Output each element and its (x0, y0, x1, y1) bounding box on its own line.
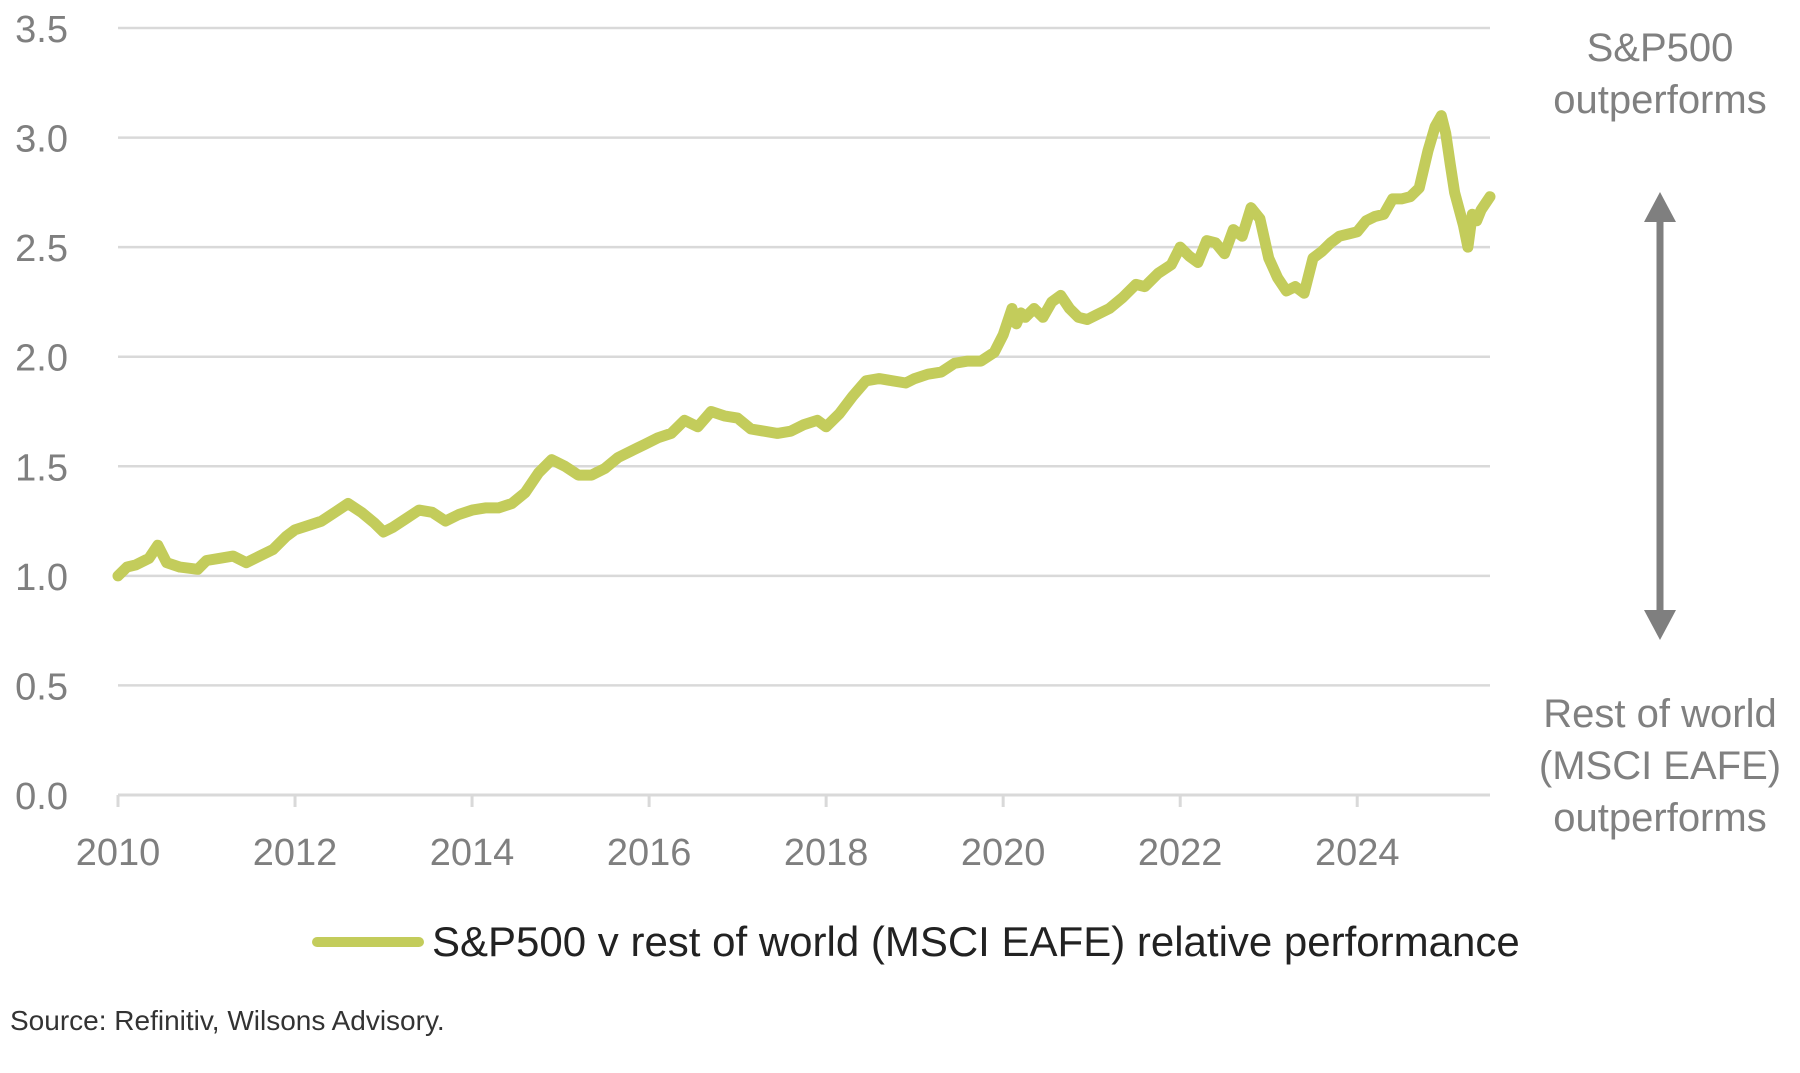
y-tick-label: 0.0 (15, 776, 68, 818)
x-axis-tick-labels: 2010 2012 2014 2016 2018 2020 2022 2024 (76, 832, 1400, 874)
series-line (112, 110, 1496, 582)
y-tick-label: 3.5 (15, 9, 68, 51)
x-tick-label: 2010 (76, 832, 161, 874)
y-axis-tick-labels: 0.0 0.5 1.0 1.5 2.0 2.5 3.0 3.5 (15, 9, 68, 818)
legend-swatch (312, 937, 424, 947)
annotation-bottom-line-3: outperforms (1553, 796, 1767, 840)
double-arrow-icon (1644, 192, 1676, 640)
annotation-top-line-2: outperforms (1553, 78, 1767, 122)
y-tick-label: 2.0 (15, 338, 68, 380)
y-tick-label: 3.0 (15, 119, 68, 161)
chart-legend: S&P500 v rest of world (MSCI EAFE) relat… (312, 918, 1520, 966)
x-tick-label: 2018 (784, 832, 869, 874)
relative-performance-chart: 0.00.51.01.52.02.53.03.5 2010 2012 2014 201… (15, 9, 1676, 874)
x-axis (116, 793, 1490, 807)
annotation-sp500-outperforms: S&P500 outperforms (1540, 22, 1780, 126)
annotation-bottom-line-1: Rest of world (1543, 692, 1777, 736)
x-tick-label: 2022 (1138, 832, 1223, 874)
y-tick-label: 0.5 (15, 666, 68, 708)
y-tick-label: 1.0 (15, 557, 68, 599)
gridlines (118, 26, 1490, 687)
x-tick-label: 2020 (961, 832, 1046, 874)
y-tick-label: 2.5 (15, 228, 68, 270)
annotation-top-line-1: S&P500 (1586, 26, 1734, 70)
x-tick-label: 2016 (607, 832, 692, 874)
x-tick-label: 2024 (1315, 832, 1400, 874)
series-group (112, 110, 1496, 582)
annotation-bottom-line-2: (MSCI EAFE) (1538, 744, 1782, 788)
annotation-rest-of-world-outperforms: Rest of world (MSCI EAFE) outperforms (1515, 688, 1800, 844)
legend-label: S&P500 v rest of world (MSCI EAFE) relat… (432, 918, 1520, 965)
x-tick-label: 2014 (430, 832, 515, 874)
y-tick-label: 1.5 (15, 447, 68, 489)
source-note: Source: Refinitiv, Wilsons Advisory. (10, 1005, 445, 1036)
x-tick-label: 2012 (253, 832, 338, 874)
